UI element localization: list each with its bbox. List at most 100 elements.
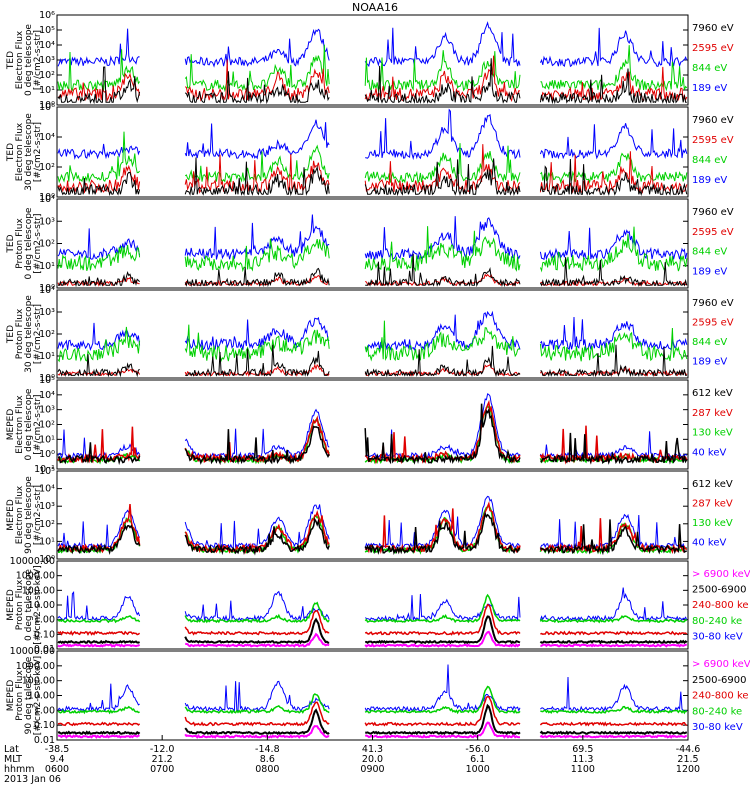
legend-entry: 612 keV <box>692 388 733 399</box>
legend-entry: 130 keV <box>692 428 733 439</box>
panel-frame <box>56 198 689 289</box>
x-tick-label: 41.3 <box>362 744 383 755</box>
legend-entry: 844 eV <box>692 247 727 258</box>
y-tick-label: 10⁴ <box>39 285 55 296</box>
y-tick-label: 0.10 <box>34 629 55 640</box>
y-tick-label: 10⁵ <box>39 375 55 386</box>
legend-entry: 287 keV <box>692 499 733 510</box>
y-axis-label: [#/cm2-s-str] <box>33 122 43 182</box>
legend-entry: 287 keV <box>692 408 733 419</box>
series-trace <box>57 144 688 194</box>
y-tick-label: 10⁴ <box>39 390 55 401</box>
series-trace <box>57 58 687 105</box>
panel-frame <box>56 470 689 560</box>
legend-entry: 40 keV <box>692 538 726 549</box>
y-tick-label: 10.00 <box>28 600 55 611</box>
panel-4: 10⁰ 10¹ 10² 10³ 10⁴ TED Proton Flux 30 deg tele… <box>6 285 734 384</box>
y-tick-label: 10⁰ <box>39 449 55 460</box>
y-tick-label: 10⁻¹ <box>34 464 55 475</box>
x-tick-label: 21.5 <box>677 754 698 765</box>
legend-entry: 7960 eV <box>692 23 734 34</box>
x-tick-label: 0800 <box>255 764 279 775</box>
panel-8: 0.01 0.10 1.00 10.00 100.00 1000.00 10000.00 ME… <box>6 646 750 746</box>
y-axis-label: [#/cm2-s-str] <box>33 30 43 90</box>
y-tick-label: 10³ <box>39 55 55 66</box>
x-tick-label: -14.8 <box>255 744 280 755</box>
date-label: 2013 Jan 06 <box>4 774 61 785</box>
x-tick-label: 21.2 <box>152 754 173 765</box>
legend-entry: 2595 eV <box>692 43 734 54</box>
x-row-label: Lat <box>4 744 19 755</box>
y-tick-label: 10000.00 <box>10 556 55 567</box>
y-tick-label: 0.01 <box>34 735 55 746</box>
series-trace <box>57 273 687 287</box>
series-trace <box>57 405 688 465</box>
y-axis-label: [#/cm2-s-str-keV] <box>33 565 43 644</box>
y-axis-label: MEPED <box>6 680 16 712</box>
x-row-label: hhmm <box>4 764 35 775</box>
y-tick-label: 10² <box>39 239 55 250</box>
y-tick-label: 10¹ <box>39 434 55 445</box>
y-tick-label: 10⁰ <box>39 373 55 384</box>
y-tick-label: 10⁵ <box>39 466 55 477</box>
y-tick-label: 0.01 <box>34 644 55 655</box>
y-tick-label: 1000.00 <box>16 661 55 672</box>
y-axis-label: MEPED <box>6 589 16 621</box>
y-axis-label: Electron Flux <box>15 485 25 544</box>
legend-entry: 2500-6900 <box>692 585 747 596</box>
series-trace <box>57 344 687 378</box>
y-axis-label: Proton Flux <box>15 670 25 721</box>
panel-7: 0.01 0.10 1.00 10.00 100.00 1000.00 10000.00 ME… <box>6 556 750 655</box>
panel-frame <box>56 106 689 198</box>
series-trace <box>57 703 688 736</box>
series-trace <box>57 403 688 466</box>
x-tick-label: 6.1 <box>470 754 485 765</box>
legend-entry: 189 eV <box>692 175 727 186</box>
y-axis-label: [#/cm2-s-str] <box>33 213 43 273</box>
figure-title: NOAA16 <box>352 1 398 14</box>
legend-entry: 844 eV <box>692 337 727 348</box>
series-trace <box>57 393 688 460</box>
legend-entry: 30-80 keV <box>692 722 743 733</box>
y-tick-label: 10⁰ <box>39 283 55 294</box>
y-tick-label: 10¹ <box>39 85 55 96</box>
panel-1: 10⁰ 10¹ 10² 10³ 10⁴ 10⁵ 10⁶ TED Electron Flux 0 d… <box>6 10 734 111</box>
y-tick-label: 10³ <box>39 307 55 318</box>
legend-entry: 2595 eV <box>692 227 734 238</box>
legend-entry: > 6900 keV <box>692 569 750 580</box>
y-tick-label: 10⁴ <box>39 40 55 51</box>
y-axis-label: [#/cm2-s-str] <box>33 394 43 454</box>
y-tick-label: 10² <box>39 70 55 81</box>
y-tick-label: 1.00 <box>34 615 55 626</box>
series-trace <box>57 226 688 273</box>
y-axis-label: 0 deg telescope <box>24 207 34 279</box>
y-tick-label: 1000.00 <box>16 571 55 582</box>
y-axis-label: TED <box>6 234 16 253</box>
series-trace <box>57 587 688 622</box>
legend-entry: 2595 eV <box>692 318 734 329</box>
y-tick-label: 10² <box>39 162 55 173</box>
legend-entry: 7960 eV <box>692 298 734 309</box>
series-trace <box>57 108 688 161</box>
x-tick-label: -38.5 <box>45 744 70 755</box>
panel-6: 10⁰ 10¹ 10² 10³ 10⁴ 10⁵ MEPED Electron Flux 90 d… <box>6 466 733 565</box>
y-axis-label: Proton Flux <box>15 579 25 630</box>
series-trace <box>57 721 688 739</box>
legend-entry: 844 eV <box>692 155 727 166</box>
x-tick-label: 20.0 <box>362 754 383 765</box>
y-axis-label: MEPED <box>6 499 16 531</box>
legend-entry: > 6900 keV <box>692 659 750 670</box>
y-tick-label: 10.00 <box>28 691 55 702</box>
series-trace <box>57 310 688 352</box>
x-tick-label: 1100 <box>571 764 595 775</box>
legend-entry: 240-800 ke <box>692 600 749 611</box>
series-trace <box>57 399 688 465</box>
x-tick-label: 1200 <box>676 764 700 775</box>
series-trace <box>57 44 688 93</box>
series-trace <box>57 363 688 377</box>
y-axis-label: Electron Flux <box>15 395 25 454</box>
legend-entry: 240-800 ke <box>692 691 749 702</box>
y-tick-label: 10³ <box>39 501 55 512</box>
y-tick-label: 10⁰ <box>39 100 55 111</box>
y-tick-label: 10000.00 <box>10 646 55 657</box>
